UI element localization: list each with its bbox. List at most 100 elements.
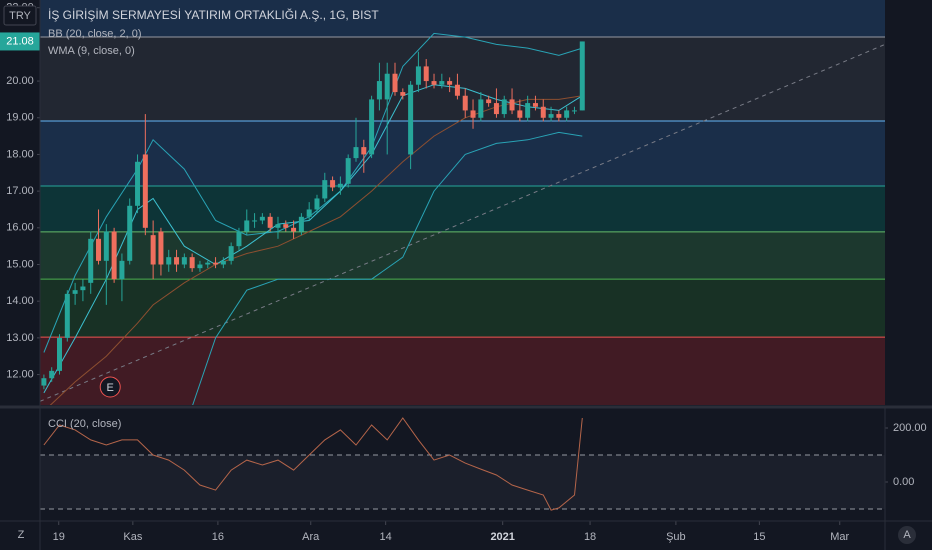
trendline (40, 43, 885, 402)
candle-body (150, 235, 156, 265)
cci-line (43, 417, 583, 511)
candle-body (283, 224, 289, 228)
candle-body (564, 110, 570, 118)
candle-body (470, 110, 476, 118)
auto-button-bg[interactable] (898, 526, 916, 544)
candle-body (220, 260, 226, 265)
event-label: E (107, 382, 114, 394)
candle-body (509, 99, 515, 111)
x-tick-label: Ara (302, 531, 320, 543)
y-tick-label: 18.00 (6, 148, 34, 160)
candle-body (142, 154, 148, 228)
x-tick-label: Mar (830, 531, 849, 543)
event-marker (99, 376, 121, 398)
candle-body (49, 370, 55, 379)
y-tick-label: 13.00 (6, 332, 34, 344)
candle-body (369, 99, 375, 155)
candle-body (376, 81, 382, 100)
cci-legend: CCI (20, close) (48, 418, 121, 430)
fib-band (40, 121, 885, 186)
main-pane: E (40, 0, 885, 405)
candle-body (72, 290, 78, 294)
candle-body (556, 114, 562, 118)
candle-body (197, 264, 203, 269)
currency-box[interactable] (3, 5, 37, 26)
candle-body (127, 205, 133, 261)
candle-body (314, 198, 320, 210)
candle-body (252, 220, 258, 222)
candle-body (88, 238, 94, 283)
candle-body (384, 73, 390, 100)
candle-body (525, 103, 531, 118)
candle-body (431, 81, 437, 85)
y-tick-label: 0.00 (893, 476, 914, 488)
last-price-label: 21.08 (6, 35, 34, 47)
x-tick-label: 16 (212, 531, 224, 543)
x-tick-label: 18 (584, 531, 596, 543)
candle-body (166, 257, 172, 265)
candle-body (532, 103, 538, 107)
cci-band (40, 455, 885, 510)
candle-body (548, 114, 554, 118)
fib-band (40, 337, 885, 405)
x-tick-label: Kas (123, 531, 142, 543)
cci-pane (40, 417, 885, 511)
candle-body (275, 224, 281, 228)
legend: BB (20, close, 2, 0) (48, 28, 142, 40)
candle-body (322, 180, 328, 199)
y-tick-label: 19.00 (6, 112, 34, 124)
auto-button[interactable]: A (903, 529, 911, 541)
candle-body (423, 66, 429, 82)
fib-band (40, 0, 885, 38)
candle-body (119, 260, 125, 280)
overlay: 12.00 13.00 14.00 15.00 16.00 17.00 18.00 19.00… (0, 2, 927, 543)
fib-band (40, 37, 885, 122)
chart-title: İŞ GİRİŞİM SERMAYESİ YATIRIM ORTAKLIĞI A… (48, 7, 379, 22)
y-tick-label: 200.00 (893, 422, 927, 434)
y-tick-label: 12.00 (6, 368, 34, 380)
candle-body (158, 231, 164, 265)
candle-body (439, 81, 445, 85)
currency[interactable]: TRY (9, 10, 31, 22)
x-tick-label: 15 (753, 531, 765, 543)
legend: WMA (9, close, 0) (48, 45, 135, 57)
x-tick-label: 14 (380, 531, 392, 543)
candle-body (103, 231, 109, 261)
candle-body (306, 209, 312, 217)
candle-body (462, 95, 468, 111)
candle-body (236, 231, 242, 247)
candle-body (64, 293, 70, 338)
candle-body (213, 262, 219, 265)
candle-body (493, 103, 499, 115)
zoom-button[interactable]: Z (18, 529, 25, 541)
candle-body (415, 66, 421, 85)
candle-body (135, 161, 141, 206)
candle-body (181, 257, 187, 265)
candle-body (80, 286, 86, 291)
candle-body (447, 81, 453, 85)
candle-body (517, 110, 523, 118)
candle-body (291, 227, 297, 232)
y-tick-label: 17.00 (6, 185, 34, 197)
candle-body (361, 147, 367, 155)
candle-body (478, 99, 484, 118)
candle-body (267, 216, 273, 228)
y-tick-label: 14.00 (6, 295, 34, 307)
candle-body (189, 257, 195, 269)
y-tick-label: 15.00 (6, 258, 34, 270)
candle-body (41, 378, 47, 386)
x-tick-label: Şub (666, 531, 686, 543)
x-tick-label: 2021 (490, 531, 514, 543)
candle-body (353, 147, 359, 159)
candle-body (579, 41, 585, 111)
y-tick-label: 16.00 (6, 222, 34, 234)
candle-body (205, 262, 211, 265)
x-tick-label: 19 (53, 531, 65, 543)
candle-body (244, 220, 250, 232)
fib-band (40, 279, 885, 338)
candle-body (228, 246, 234, 261)
fib-band (40, 185, 885, 232)
last-price-box (0, 32, 40, 51)
candle-body (96, 238, 102, 261)
